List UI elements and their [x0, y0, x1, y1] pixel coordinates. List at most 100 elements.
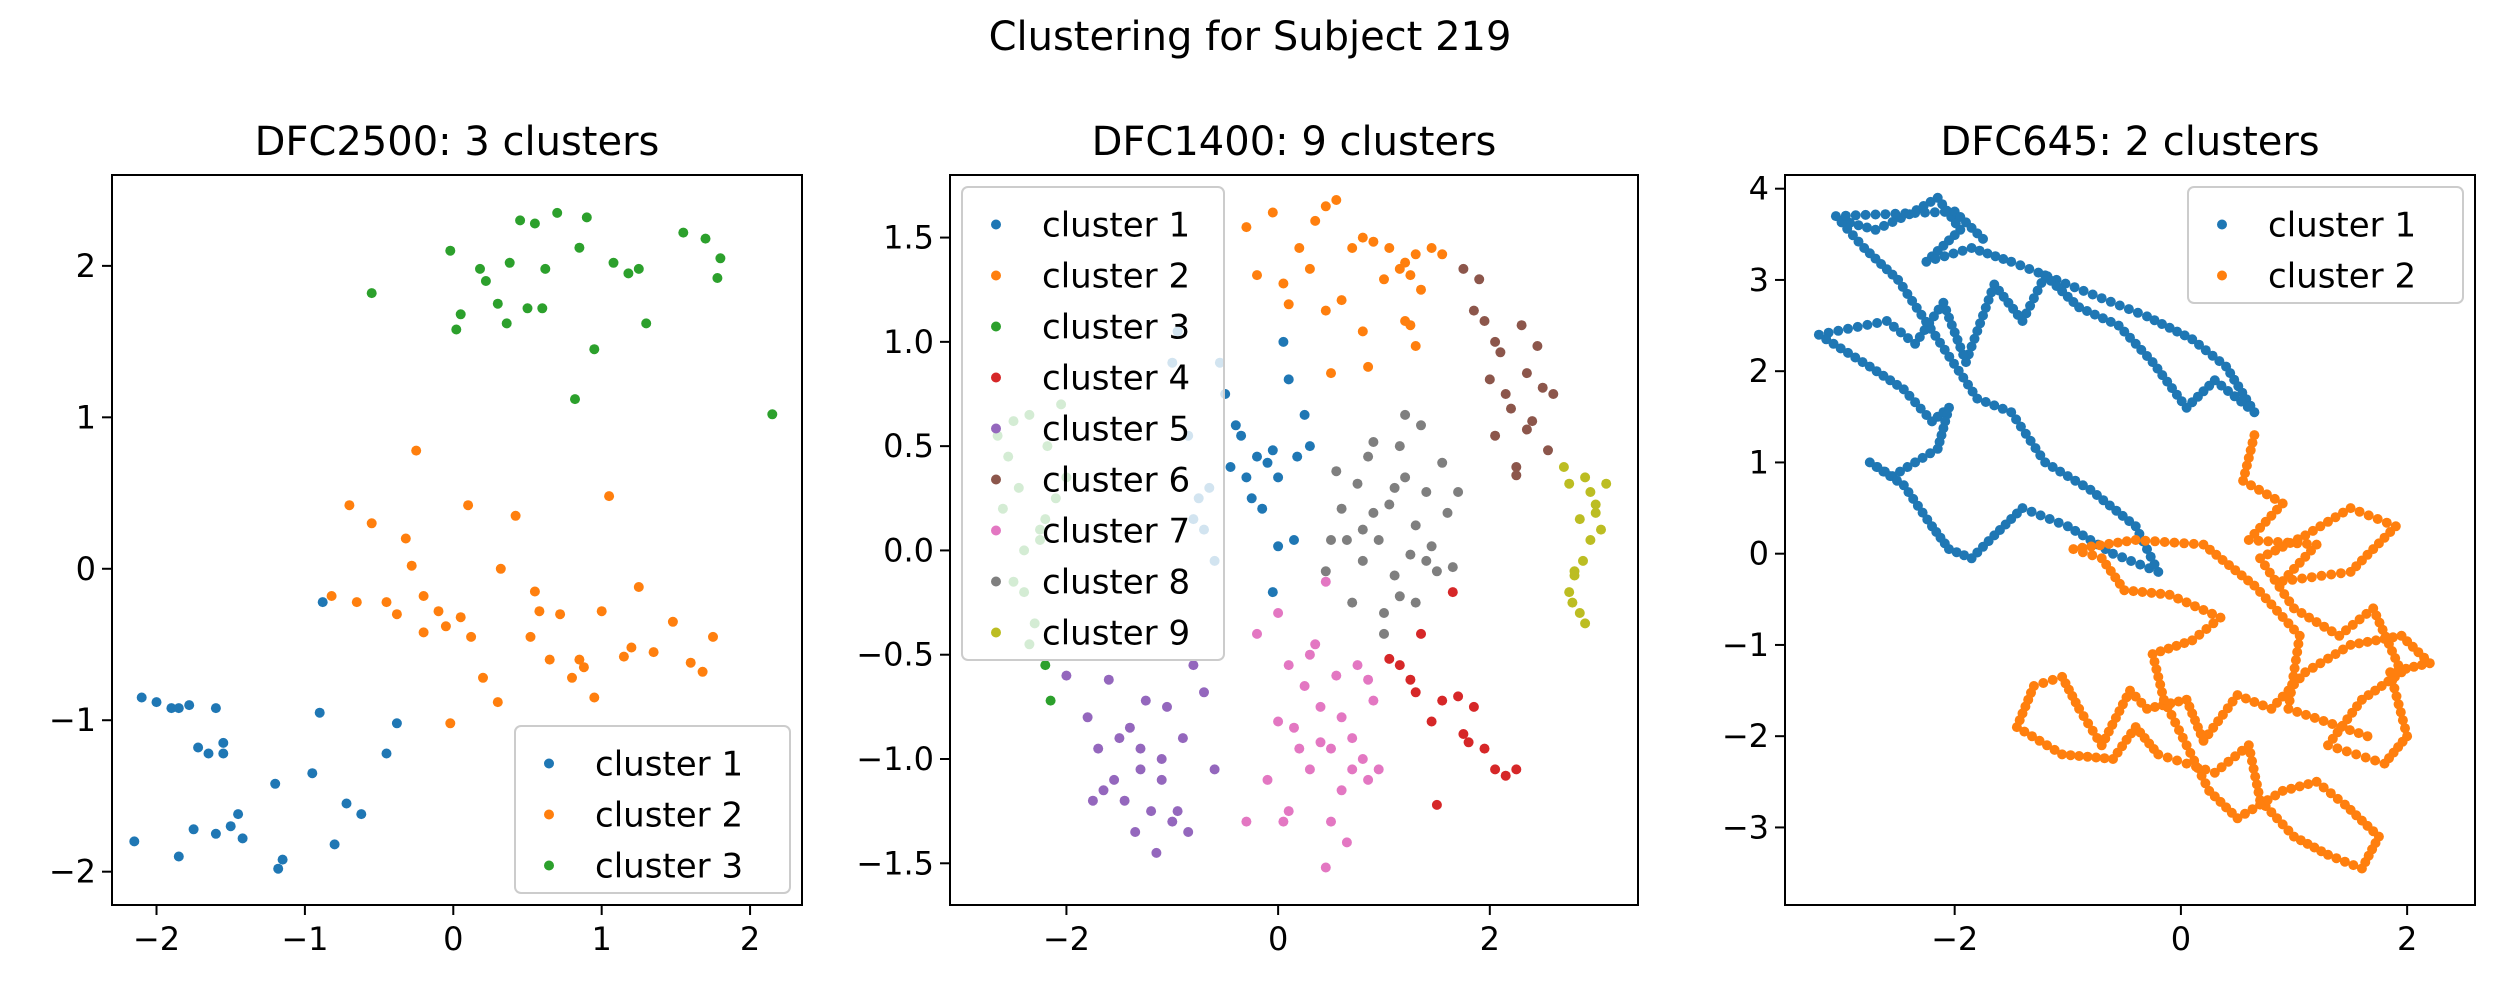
- point-cluster-7: [1352, 660, 1363, 671]
- point-cluster-2: [2341, 625, 2351, 636]
- point-cluster-7: [1326, 743, 1336, 754]
- point-cluster-2: [2323, 740, 2333, 751]
- point-cluster-1: [1998, 254, 2009, 264]
- point-cluster-8: [1447, 562, 1458, 573]
- point-cluster-2: [2047, 674, 2058, 685]
- point-cluster-7: [1320, 862, 1331, 873]
- point-cluster-1: [1966, 243, 1977, 253]
- point-cluster-6: [1474, 274, 1485, 285]
- legend-marker: [544, 860, 554, 871]
- point-cluster-1: [1966, 341, 1977, 352]
- point-cluster-1: [1895, 327, 1906, 338]
- point-cluster-1: [203, 748, 214, 759]
- point-cluster-1: [1273, 472, 1284, 483]
- point-cluster-6: [1537, 382, 1548, 393]
- point-cluster-1: [1915, 403, 1926, 414]
- point-cluster-1: [1835, 343, 1846, 354]
- point-cluster-2: [578, 662, 589, 673]
- point-cluster-1: [1929, 207, 1940, 218]
- point-cluster-1: [225, 821, 236, 832]
- legend-label: cluster 1: [2268, 206, 2416, 246]
- y-tick-label: 0.5: [883, 427, 934, 465]
- point-cluster-2: [2341, 746, 2352, 757]
- point-cluster-2: [2181, 597, 2192, 608]
- point-cluster-6: [1532, 341, 1543, 351]
- point-cluster-1: [2132, 307, 2143, 318]
- point-cluster-3: [700, 233, 711, 244]
- point-cluster-1: [2030, 443, 2041, 454]
- point-cluster-2: [2283, 703, 2294, 714]
- point-cluster-2: [2200, 778, 2211, 789]
- point-cluster-2: [574, 654, 585, 665]
- point-cluster-8: [1410, 520, 1421, 531]
- point-cluster-1: [2053, 517, 2064, 528]
- point-cluster-1: [1904, 390, 1915, 401]
- point-cluster-5: [1119, 795, 1130, 806]
- point-cluster-2: [708, 631, 718, 642]
- point-cluster-1: [2020, 428, 2031, 439]
- point-cluster-2: [2395, 707, 2406, 718]
- point-cluster-2: [2361, 608, 2372, 619]
- legend-label: cluster 2: [1042, 257, 1190, 297]
- point-cluster-2: [2208, 618, 2219, 629]
- point-cluster-8: [1352, 478, 1363, 489]
- point-cluster-2: [2294, 630, 2305, 641]
- point-cluster-2: [2162, 702, 2173, 713]
- point-cluster-6: [1458, 263, 1469, 274]
- point-cluster-2: [2247, 437, 2258, 448]
- point-cluster-2: [2237, 745, 2247, 756]
- point-cluster-3: [570, 394, 580, 405]
- point-cluster-8: [1416, 420, 1426, 431]
- point-cluster-2: [2289, 603, 2299, 614]
- point-cluster-1: [1959, 550, 1970, 561]
- point-cluster-6: [1468, 305, 1479, 316]
- point-cluster-3: [641, 318, 652, 329]
- point-cluster-1: [2135, 559, 2146, 570]
- point-cluster-2: [2338, 644, 2348, 655]
- point-cluster-1: [2117, 552, 2128, 563]
- point-cluster-2: [604, 491, 615, 502]
- point-cluster-6: [1506, 403, 1516, 414]
- legend-marker: [2217, 219, 2227, 230]
- point-cluster-6: [1500, 389, 1511, 399]
- point-cluster-1: [1963, 379, 1973, 390]
- point-cluster-2: [2155, 679, 2166, 690]
- point-cluster-5: [1162, 701, 1172, 712]
- point-cluster-1: [2179, 330, 2190, 341]
- point-cluster-9: [1590, 507, 1601, 518]
- point-cluster-2: [2390, 521, 2401, 532]
- point-cluster-2: [411, 445, 422, 456]
- point-cluster-2: [1331, 195, 1342, 205]
- point-cluster-2: [2293, 638, 2304, 649]
- point-cluster-3: [552, 207, 563, 218]
- point-cluster-2: [2011, 722, 2022, 733]
- point-cluster-1: [1980, 302, 1991, 313]
- point-cluster-2: [2243, 740, 2254, 751]
- legend-label: cluster 9: [1042, 614, 1190, 654]
- legend-label: cluster 5: [1042, 410, 1190, 450]
- point-cluster-2: [2188, 538, 2199, 549]
- point-cluster-2: [406, 560, 417, 571]
- point-cluster-2: [2162, 752, 2173, 763]
- point-cluster-2: [418, 591, 429, 601]
- point-cluster-5: [1151, 847, 1162, 858]
- point-cluster-2: [2083, 718, 2094, 729]
- point-cluster-9: [1578, 555, 1588, 566]
- point-cluster-1: [1246, 493, 1257, 504]
- point-cluster-1: [1910, 208, 1921, 218]
- point-cluster-4: [1468, 701, 1479, 712]
- legend-label: cluster 7: [1042, 512, 1190, 552]
- point-cluster-2: [2034, 735, 2045, 746]
- point-cluster-2: [2192, 763, 2203, 774]
- point-cluster-2: [2065, 750, 2076, 761]
- point-cluster-2: [2379, 633, 2390, 644]
- point-cluster-1: [1292, 451, 1303, 462]
- point-cluster-2: [2393, 665, 2404, 676]
- point-cluster-5: [1109, 774, 1120, 785]
- point-cluster-7: [1299, 681, 1310, 691]
- point-cluster-8: [1442, 507, 1453, 518]
- y-tick-label: −2: [1722, 717, 1769, 755]
- point-cluster-7: [1241, 816, 1252, 827]
- point-cluster-7: [1252, 628, 1262, 639]
- point-cluster-2: [633, 582, 644, 592]
